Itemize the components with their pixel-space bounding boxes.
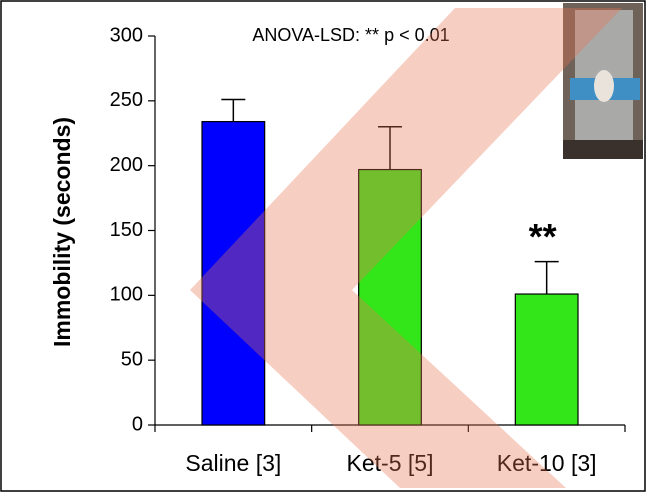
y-tick-label: 250 [110,89,143,111]
y-tick-label: 50 [121,348,143,370]
y-tick-label: 0 [132,413,143,435]
annotation: ANOVA-LSD: ** p < 0.01 [252,25,449,45]
y-tick-label: 100 [110,284,143,306]
y-tick-label: 150 [110,219,143,241]
y-tick-label: 200 [110,154,143,176]
chart: ANOVA-LSD: ** p < 0.01 Immobility (secon… [0,0,646,492]
bar [515,294,578,425]
page: ANOVA-LSD: ** p < 0.01 Immobility (secon… [0,0,646,492]
y-tick-label: 300 [110,24,143,46]
significance-label: ** [529,216,557,257]
y-axis-label: Immobility (seconds) [49,117,75,347]
x-tick-label: Saline [3] [185,450,281,476]
